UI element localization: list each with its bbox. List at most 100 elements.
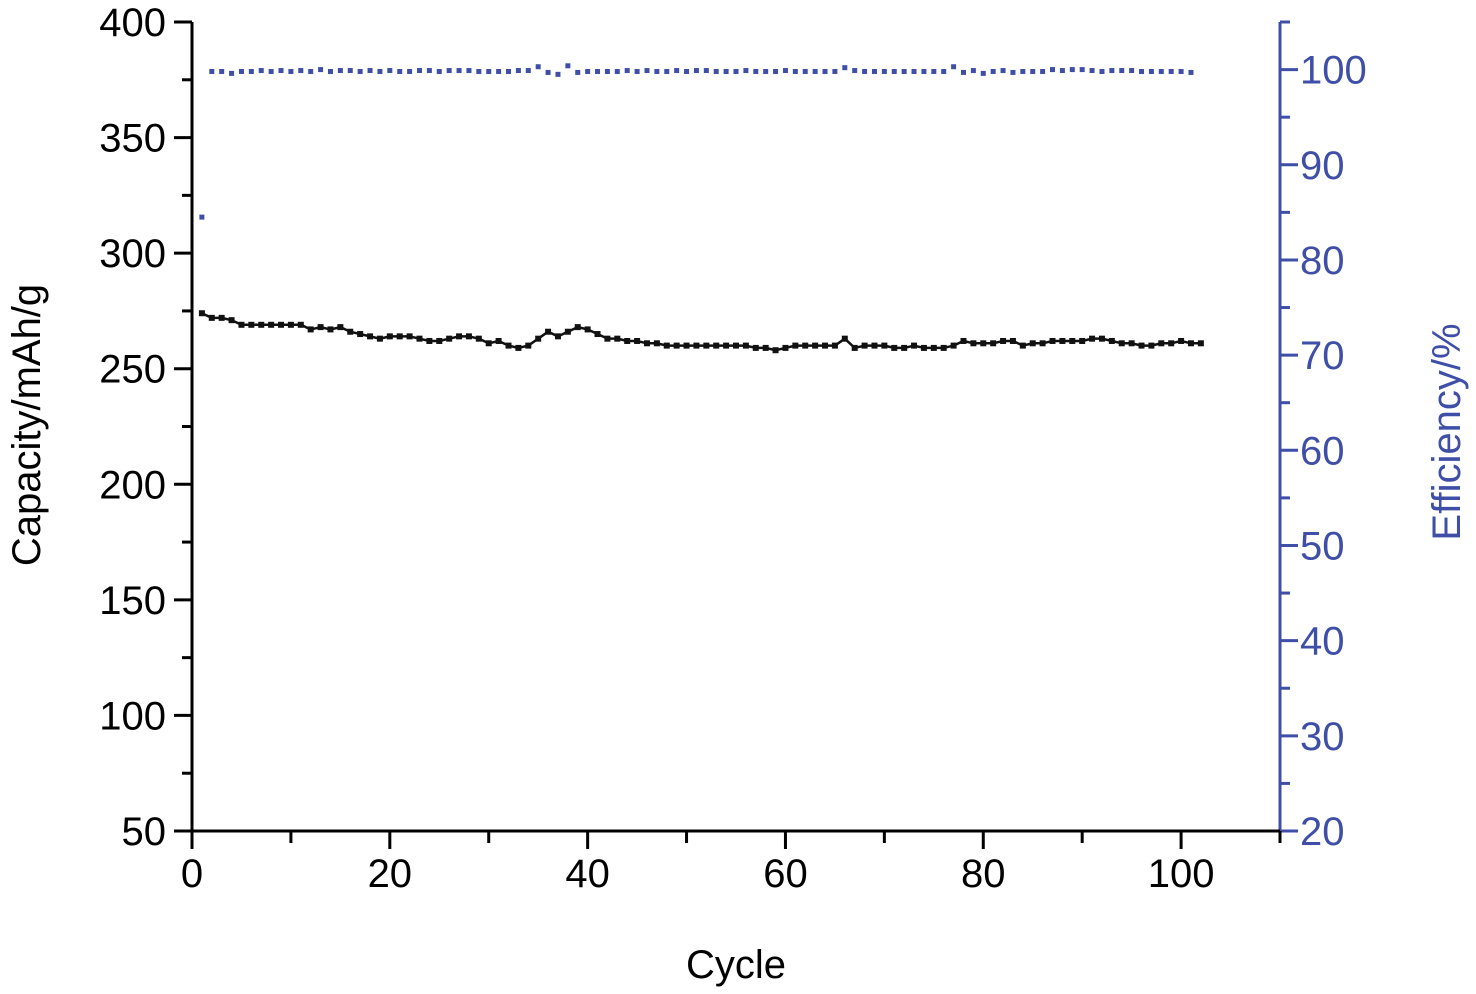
- efficiency-point: [496, 68, 502, 74]
- efficiency-point: [397, 68, 403, 74]
- capacity-point: [1049, 337, 1056, 344]
- efficiency-point: [327, 68, 333, 74]
- capacity-point: [574, 324, 581, 331]
- capacity-point: [673, 342, 680, 349]
- efficiency-point: [555, 71, 561, 77]
- efficiency-point: [1188, 69, 1194, 75]
- capacity-point: [1009, 337, 1016, 344]
- capacity-point: [485, 340, 492, 347]
- x-tick-label: 100: [1148, 852, 1215, 896]
- efficiency-point: [951, 64, 957, 70]
- efficiency-point: [278, 68, 284, 74]
- capacity-point: [268, 321, 275, 328]
- efficiency-point: [209, 68, 215, 74]
- capacity-point: [1019, 342, 1026, 349]
- efficiency-point: [782, 68, 788, 74]
- capacity-point: [792, 342, 799, 349]
- efficiency-point: [664, 68, 670, 74]
- capacity-point: [624, 337, 631, 344]
- efficiency-point: [1069, 67, 1075, 73]
- capacity-point: [258, 321, 265, 328]
- capacity-point: [812, 342, 819, 349]
- capacity-point: [307, 326, 314, 333]
- efficiency-point: [486, 68, 492, 74]
- efficiency-point: [921, 68, 927, 74]
- efficiency-point: [229, 70, 235, 76]
- capacity-point: [1000, 337, 1007, 344]
- efficiency-point: [416, 68, 422, 74]
- efficiency-point: [535, 64, 541, 70]
- y2-tick-label: 100: [1300, 49, 1367, 93]
- capacity-point: [930, 344, 937, 351]
- efficiency-point: [347, 68, 353, 74]
- efficiency-point: [1010, 69, 1016, 75]
- x-tick-label: 20: [368, 852, 413, 896]
- efficiency-point: [515, 68, 521, 74]
- capacity-point: [525, 342, 532, 349]
- capacity-point: [515, 344, 522, 351]
- efficiency-point: [693, 68, 699, 74]
- efficiency-point: [407, 68, 413, 74]
- efficiency-point: [881, 68, 887, 74]
- efficiency-point: [960, 69, 966, 75]
- efficiency-point: [288, 68, 294, 74]
- left-y-axis-title: Capacity/mAh/g: [5, 284, 49, 566]
- y-tick-label: 350: [99, 117, 166, 161]
- efficiency-point: [911, 68, 917, 74]
- capacity-point: [782, 344, 789, 351]
- efficiency-point: [308, 68, 314, 74]
- capacity-point: [772, 347, 779, 354]
- capacity-point: [980, 340, 987, 347]
- capacity-point: [901, 344, 908, 351]
- efficiency-point: [614, 68, 620, 74]
- efficiency-point: [654, 68, 660, 74]
- y-tick-label: 250: [99, 348, 166, 392]
- efficiency-point: [1040, 68, 1046, 74]
- efficiency-point: [822, 68, 828, 74]
- ticks-group: [174, 20, 1298, 849]
- capacity-point: [723, 342, 730, 349]
- efficiency-point: [842, 65, 848, 71]
- capacity-point: [475, 335, 482, 342]
- axes-group: [190, 22, 1282, 833]
- efficiency-point: [891, 68, 897, 74]
- efficiency-point: [565, 63, 571, 69]
- y-tick-label: 150: [99, 579, 166, 623]
- efficiency-point: [1109, 68, 1115, 74]
- efficiency-point: [901, 68, 907, 74]
- efficiency-point: [941, 68, 947, 74]
- efficiency-point: [387, 68, 393, 74]
- efficiency-point: [456, 68, 462, 74]
- x-axis-title: Cycle: [686, 943, 786, 987]
- efficiency-point: [1119, 68, 1125, 74]
- capacity-point: [881, 342, 888, 349]
- capacity-point: [1148, 342, 1155, 349]
- capacity-point: [505, 342, 512, 349]
- capacity-point: [426, 337, 433, 344]
- capacity-point: [733, 342, 739, 349]
- capacity-point: [1059, 337, 1066, 344]
- efficiency-point: [871, 68, 877, 74]
- capacity-point: [337, 324, 344, 331]
- efficiency-point: [337, 68, 343, 74]
- capacity-point: [990, 340, 997, 347]
- capacity-point: [970, 340, 977, 347]
- capacity-point: [436, 337, 443, 344]
- efficiency-point: [1148, 68, 1154, 74]
- y-tick-label: 300: [99, 232, 166, 276]
- capacity-point: [762, 344, 769, 351]
- efficiency-point: [713, 68, 719, 74]
- efficiency-point: [980, 70, 986, 76]
- capacity-point: [1108, 337, 1115, 344]
- capacity-point: [287, 321, 294, 328]
- efficiency-point: [743, 68, 749, 74]
- capacity-point: [386, 333, 393, 340]
- efficiency-point: [773, 68, 779, 74]
- efficiency-point: [1079, 67, 1085, 73]
- efficiency-point: [1089, 68, 1095, 74]
- capacity-point: [376, 335, 383, 342]
- capacity-point: [416, 335, 423, 342]
- efficiency-point: [1050, 67, 1056, 73]
- y2-tick-label: 40: [1300, 620, 1345, 664]
